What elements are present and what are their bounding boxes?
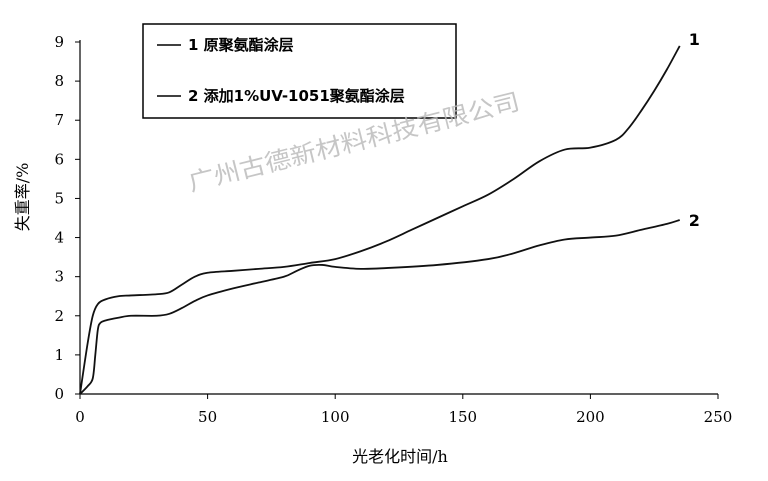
- x-tick-label: 50: [198, 408, 217, 426]
- legend-label-series-2: 2 添加1%UV-1051聚氨酯涂层: [188, 87, 405, 105]
- legend: 1 原聚氨酯涂层 2 添加1%UV-1051聚氨酯涂层: [142, 23, 457, 119]
- x-axis-title: 光老化时间/h: [352, 447, 448, 466]
- y-axis-title: 失重率/%: [13, 163, 32, 232]
- x-tick-label: 150: [448, 408, 477, 426]
- series-2-end-label: 2: [689, 211, 700, 230]
- x-tick-label: 0: [75, 408, 85, 426]
- y-axis-ticks: 0 1 2 3 4 5 6 7 8 9: [54, 33, 80, 403]
- y-tick-label: 2: [54, 307, 64, 325]
- series-2-line: [79, 219, 680, 395]
- series-1-end-label: 1: [689, 30, 700, 49]
- y-tick-label: 8: [54, 72, 64, 90]
- y-tick-label: 1: [54, 346, 64, 364]
- axes: [79, 40, 718, 395]
- series-layer: 12: [79, 30, 700, 395]
- y-tick-label: 0: [54, 385, 64, 403]
- x-axis-ticks: 0 50 100 150 200 250: [75, 394, 732, 426]
- series-1-line: [79, 45, 681, 395]
- x-tick-label: 250: [704, 408, 733, 426]
- y-tick-label: 7: [54, 111, 64, 129]
- y-tick-label: 9: [54, 33, 64, 51]
- legend-box: [142, 23, 457, 119]
- y-tick-label: 6: [54, 150, 64, 168]
- y-tick-label: 4: [54, 229, 64, 247]
- y-tick-label: 5: [54, 189, 64, 207]
- y-tick-label: 3: [54, 268, 64, 286]
- x-tick-label: 100: [321, 408, 350, 426]
- legend-label-series-1: 1 原聚氨酯涂层: [188, 36, 294, 54]
- x-tick-label: 200: [576, 408, 605, 426]
